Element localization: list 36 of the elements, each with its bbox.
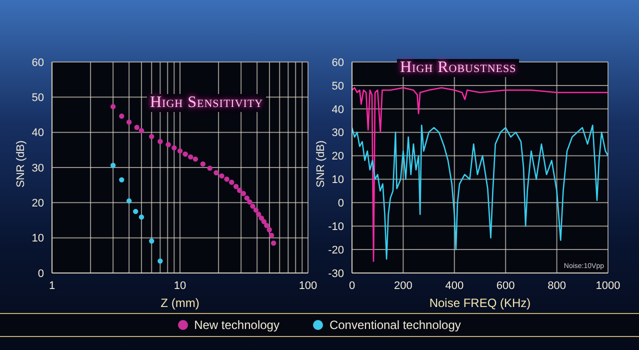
annotation: High Robustness: [397, 59, 520, 77]
y-tick-label: 40: [332, 104, 344, 116]
y-tick-label: 60: [332, 56, 344, 69]
line-series: [352, 87, 608, 262]
y-tick-label: 50: [332, 80, 344, 92]
y-axis-title: SNR (dB): [14, 140, 27, 188]
x-tick-label: 600: [496, 280, 515, 292]
x-tick-label: 400: [445, 280, 464, 292]
x-tick-label: 100: [298, 280, 318, 292]
y-tick-label: -10: [328, 221, 344, 234]
y-tick-label: 50: [32, 92, 44, 104]
y-tick-label: -20: [328, 244, 344, 256]
y-tick-label: 10: [332, 174, 344, 186]
y-tick-label: 30: [32, 162, 44, 174]
annotation: High Sensitivity: [147, 94, 266, 112]
y-tick-label: 20: [32, 198, 44, 210]
y-tick-label: 20: [332, 150, 344, 163]
x-tick-label: 200: [394, 280, 412, 292]
y-tick-label: 60: [32, 56, 44, 69]
y-axis-title: SNR (dB): [314, 140, 327, 188]
x-tick-label: 1000: [596, 280, 620, 292]
y-tick-label: 0: [338, 198, 344, 210]
y-tick-label: 40: [32, 127, 44, 140]
x-tick-label: 1: [48, 280, 56, 292]
x-axis-title: Noise FREQ (KHz): [429, 296, 531, 310]
x-tick-label: 10: [174, 280, 186, 292]
x-tick-label: 800: [548, 280, 566, 292]
line-series: [352, 124, 608, 260]
x-tick-label: 0: [348, 280, 356, 292]
y-tick-label: 10: [32, 232, 44, 245]
legend-label: New technology: [194, 318, 280, 332]
y-tick-label: 30: [332, 127, 344, 140]
y-tick-label: 0: [38, 268, 44, 280]
x-axis-title: Z (mm): [160, 296, 200, 310]
y-tick-label: -30: [328, 268, 344, 280]
legend-label: Conventional technology: [329, 318, 461, 332]
